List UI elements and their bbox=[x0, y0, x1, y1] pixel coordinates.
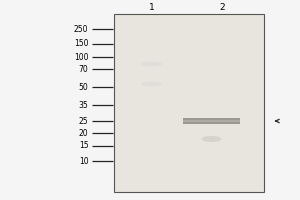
Ellipse shape bbox=[141, 82, 162, 87]
Text: 1: 1 bbox=[148, 2, 154, 11]
Bar bbox=[114, 14, 264, 192]
Text: 150: 150 bbox=[74, 40, 88, 48]
Bar bbox=[183, 118, 240, 124]
Text: 100: 100 bbox=[74, 52, 88, 62]
Text: 250: 250 bbox=[74, 24, 88, 33]
Text: 2: 2 bbox=[219, 2, 225, 11]
Text: 10: 10 bbox=[79, 156, 88, 166]
Text: 20: 20 bbox=[79, 129, 88, 138]
Text: 25: 25 bbox=[79, 116, 88, 126]
Bar bbox=[183, 120, 240, 122]
Text: 15: 15 bbox=[79, 142, 88, 150]
Ellipse shape bbox=[202, 136, 221, 142]
Text: 50: 50 bbox=[79, 83, 88, 92]
Text: 70: 70 bbox=[79, 64, 88, 73]
Text: 35: 35 bbox=[79, 100, 88, 110]
Ellipse shape bbox=[141, 62, 162, 66]
